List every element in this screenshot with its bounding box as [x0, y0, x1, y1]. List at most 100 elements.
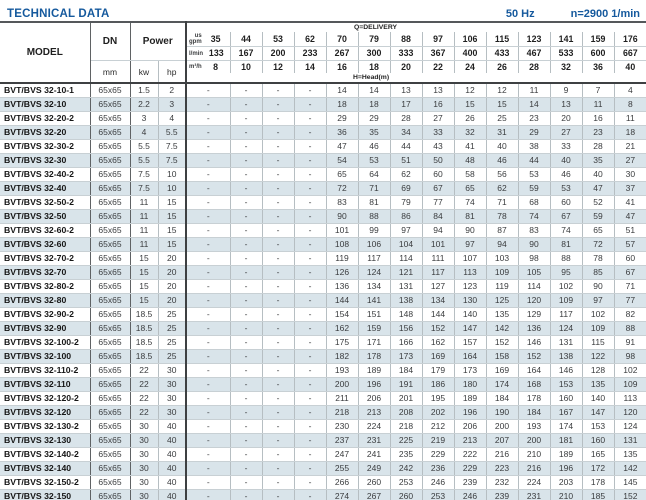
flow-unit-label: m³/h — [189, 64, 202, 70]
head-value-cell: 136 — [518, 321, 551, 336]
head-value-cell: 62 — [390, 167, 423, 182]
head-value-cell: 247 — [326, 447, 359, 462]
head-value-cell: 120 — [518, 293, 551, 308]
head-value-cell: - — [230, 195, 263, 210]
table-row: BVT/BVS 32-80 65x65 15 20- - - -144 141 138 134 13… — [0, 293, 646, 308]
head-value-cell: 131 — [390, 279, 423, 294]
head-value-cell: 182 — [326, 349, 359, 364]
head-value-cell: - — [230, 321, 263, 336]
kw-cell: 11 — [130, 237, 159, 252]
head-value-cell: - — [294, 405, 327, 420]
head-value-cell: 14 — [518, 97, 551, 112]
head-value-cell: 274 — [326, 489, 359, 500]
dn-cell: 65x65 — [90, 153, 131, 168]
head-value-cell: 4 — [614, 83, 646, 98]
flow-value-cell: m³/h 8 — [186, 60, 231, 73]
head-value-cell: 51 — [614, 223, 646, 238]
head-value-cell: 230 — [326, 419, 359, 434]
head-value-cell: 64 — [358, 167, 391, 182]
head-value-cell: - — [230, 461, 263, 476]
hp-cell: 30 — [158, 391, 188, 406]
hp-cell: 2 — [158, 83, 188, 98]
head-value-cell: - — [230, 433, 263, 448]
head-value-cell: 27 — [614, 153, 646, 168]
kw-cell: 11 — [130, 209, 159, 224]
head-value-cell: 165 — [582, 447, 615, 462]
model-cell: BVT/BVS 32-60 — [0, 237, 91, 252]
head-value-cell: 109 — [550, 293, 583, 308]
head-value-cell: - — [186, 251, 231, 266]
head-value-cell: 173 — [454, 363, 487, 378]
table-row: BVT/BVS 32-110-2 65x65 22 30- - - -193 189 184 17… — [0, 363, 646, 378]
head-value-cell: - — [230, 153, 263, 168]
head-value-cell: 46 — [550, 167, 583, 182]
head-value-cell: - — [230, 83, 263, 98]
flow-unit-cell: m³/h 8 — [187, 61, 229, 73]
head-value-cell: - — [186, 489, 231, 500]
head-value-cell: 147 — [582, 405, 615, 420]
model-cell: BVT/BVS 32-90 — [0, 321, 91, 336]
head-value-cell: - — [294, 461, 327, 476]
model-cell: BVT/BVS 32-30 — [0, 153, 91, 168]
head-value-cell: 58 — [454, 167, 487, 182]
head-value-cell: 124 — [358, 265, 391, 280]
head-value-cell: 47 — [582, 181, 615, 196]
hp-cell: 20 — [158, 265, 188, 280]
flow-value-cell: 10 — [230, 60, 263, 73]
head-value-cell: 85 — [582, 265, 615, 280]
head-value-cell: 172 — [582, 461, 615, 476]
hp-cell: 40 — [158, 419, 188, 434]
head-value-cell: - — [294, 377, 327, 392]
head-value-cell: 162 — [326, 321, 359, 336]
dn-cell: 65x65 — [90, 265, 131, 280]
head-value-cell: 13 — [422, 83, 455, 98]
dn-cell: 65x65 — [90, 447, 131, 462]
head-value-cell: - — [262, 391, 295, 406]
hp-cell: 7.5 — [158, 139, 188, 154]
head-value-cell: 123 — [454, 279, 487, 294]
hp-cell: 20 — [158, 279, 188, 294]
head-unit-label: H=Head(m) — [186, 73, 646, 84]
head-value-cell: - — [230, 209, 263, 224]
head-value-cell: 191 — [390, 377, 423, 392]
kw-cell: 15 — [130, 279, 159, 294]
head-value-cell: - — [186, 125, 231, 140]
dn-cell: 65x65 — [90, 223, 131, 238]
kw-cell: 22 — [130, 391, 159, 406]
head-value-cell: 202 — [422, 405, 455, 420]
head-value-cell: 47 — [326, 139, 359, 154]
head-value-cell: 142 — [614, 461, 646, 476]
flow-value-cell: 667 — [614, 46, 646, 61]
head-value-cell: - — [186, 223, 231, 238]
head-value-cell: 38 — [518, 139, 551, 154]
head-value-cell: - — [186, 167, 231, 182]
dn-cell: 65x65 — [90, 321, 131, 336]
dn-cell: 65x65 — [90, 83, 131, 98]
head-value-cell: 184 — [518, 405, 551, 420]
head-value-cell: 109 — [614, 377, 646, 392]
head-value-cell: 12 — [454, 83, 487, 98]
head-value-cell: 253 — [422, 489, 455, 500]
head-value-cell: 21 — [614, 139, 646, 154]
hp-cell: 40 — [158, 447, 188, 462]
head-value-cell: - — [294, 489, 327, 500]
top-bar: TECHNICAL DATA 50 Hz n=2900 1/min — [0, 0, 646, 21]
head-value-cell: 206 — [358, 391, 391, 406]
head-value-cell: 196 — [454, 405, 487, 420]
head-value-cell: 232 — [486, 475, 519, 490]
head-value-cell: 105 — [518, 265, 551, 280]
head-value-cell: 30 — [614, 167, 646, 182]
head-value-cell: 260 — [390, 489, 423, 500]
head-value-cell: - — [262, 475, 295, 490]
table-row: BVT/BVS 32-110 65x65 22 30- - - -200 196 191 186 1… — [0, 377, 646, 392]
head-value-cell: - — [230, 265, 263, 280]
head-value-cell: 14 — [326, 83, 359, 98]
head-value-cell: 33 — [550, 139, 583, 154]
power-column-header: Power — [130, 22, 188, 61]
kw-cell: 3 — [130, 111, 159, 126]
head-value-cell: 115 — [582, 335, 615, 350]
head-value-cell: 113 — [614, 391, 646, 406]
dn-column-header: DN — [90, 22, 131, 61]
head-value-cell: - — [186, 363, 231, 378]
head-value-cell: - — [294, 251, 327, 266]
